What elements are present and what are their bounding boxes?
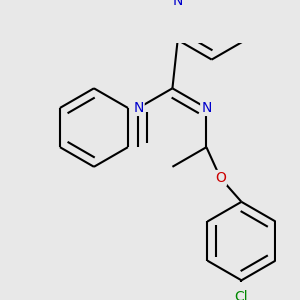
Text: N: N xyxy=(133,101,144,115)
Text: Cl: Cl xyxy=(235,290,248,300)
Text: N: N xyxy=(172,0,183,8)
Text: O: O xyxy=(215,171,226,185)
Text: N: N xyxy=(201,101,212,115)
